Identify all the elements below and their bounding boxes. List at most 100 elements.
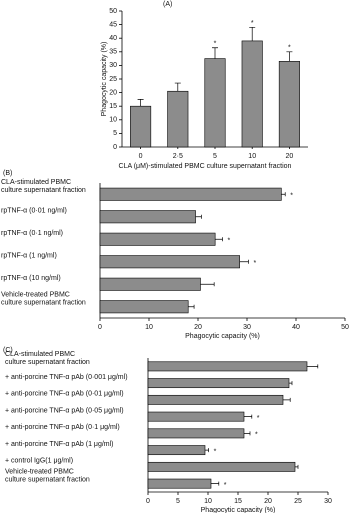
bar (278, 61, 300, 148)
category-label: + anti-porcine TNF-α pAb (0·05 μg/ml) (5, 407, 124, 414)
x-tick-label: 5 (213, 153, 217, 160)
y-tick-label: 35 (109, 49, 117, 56)
bar (241, 40, 263, 148)
x-tick-label: 20 (194, 324, 202, 331)
error-bar (307, 364, 319, 369)
error-bar (244, 414, 253, 419)
x-tick-label: 5 (176, 498, 180, 505)
x-tick-label: 25 (294, 498, 302, 505)
category-label: culture supernatant fraction (1, 300, 86, 307)
bar (147, 428, 245, 439)
significance-marker: * (257, 415, 260, 422)
category-label: Vehicle-treated PBMC (1, 292, 70, 299)
y-tick-label: 45 (109, 21, 117, 28)
x-axis-title: Phagocytic capacity (%) (201, 507, 276, 513)
error-bar (249, 26, 256, 41)
significance-marker: * (251, 20, 254, 27)
error-bar (239, 259, 249, 264)
x-tick-label: 30 (324, 498, 332, 505)
category-label: + anti-porcine TNF-α pAb (1 μg/ml) (5, 441, 114, 448)
x-tick-label: 20 (264, 498, 272, 505)
bar (204, 58, 226, 148)
x-tick-label: 15 (234, 498, 242, 505)
bar (147, 378, 290, 389)
category-label: rpTNF-α (1 ng/ml) (1, 253, 57, 260)
y-tick-label: 5 (113, 130, 117, 137)
category-label: rpTNF-α (0·1 ng/ml) (1, 230, 63, 237)
error-bar (286, 51, 293, 62)
category-label: culture supernatant fraction (5, 476, 90, 483)
error-bar (137, 99, 144, 107)
bar (99, 210, 196, 224)
y-tick-label: 20 (109, 89, 117, 96)
y-tick-label: 0 (113, 144, 117, 151)
x-axis-title: Phagocytic capacity (%) (185, 333, 260, 340)
error-bar (281, 192, 286, 197)
x-tick-label: 10 (248, 153, 256, 160)
category-label: + anti-porcine TNF-α pAb (0·001 μg/ml) (5, 374, 128, 381)
y-tick-label: 10 (109, 117, 117, 124)
bar (99, 187, 282, 201)
x-tick-label: 0 (146, 498, 150, 505)
x-tick-label: 10 (145, 324, 153, 331)
x-tick-label: 0 (139, 153, 143, 160)
bar (147, 411, 245, 422)
panel: (B)0 10 20 30 40 50*CLA-stimulated PBMCcultur… (1, 170, 349, 340)
significance-marker: * (288, 45, 291, 52)
bar (99, 232, 216, 246)
significance-marker: * (228, 238, 231, 245)
error-bar (215, 237, 223, 242)
y-tick-label: 25 (109, 76, 117, 83)
bar (147, 461, 296, 472)
bar (130, 105, 152, 148)
significance-marker: * (214, 448, 217, 455)
category-label: culture supernatant fraction (5, 359, 90, 366)
x-tick-label: 30 (243, 324, 251, 331)
error-bar (244, 431, 251, 436)
bar (147, 478, 212, 489)
x-tick-label: 2·5 (173, 153, 183, 160)
bar (99, 255, 240, 269)
bar (99, 300, 189, 314)
y-axis-title: Phagocytic capacity (%) (101, 42, 108, 117)
x-tick-label: 40 (292, 324, 300, 331)
category-label: culture supernatant fraction (1, 187, 86, 194)
panel-label: (C) (3, 347, 13, 354)
category-label: rpTNF-α (10 ng/ml) (1, 275, 61, 282)
category-label: + anti-porcine TNF-α pAb (0·1 μg/ml) (5, 424, 120, 431)
category-label: + anti-porcine TNF-α pAb (0·01 μg/ml) (5, 391, 124, 398)
significance-marker: * (290, 193, 293, 200)
error-bar (174, 82, 181, 92)
error-bar (283, 397, 291, 402)
y-tick-label: 40 (109, 35, 117, 42)
error-bar (211, 481, 220, 486)
y-tick-label: 15 (109, 103, 117, 110)
category-label: rpTNF-α (0·01 ng/ml) (1, 208, 67, 215)
category-label: + control IgG(1 μg/ml) (5, 458, 73, 465)
x-axis-title: CLA (μM)-stimulated PBMC culture superna… (119, 163, 292, 170)
error-bar (195, 214, 202, 219)
y-tick-label: 30 (109, 62, 117, 69)
panel-label: (A) (163, 1, 172, 8)
error-bar (295, 464, 299, 469)
significance-marker: * (253, 260, 256, 267)
bar (99, 277, 201, 291)
bar (147, 445, 206, 456)
error-bar (289, 381, 293, 386)
x-tick-label: 10 (204, 498, 212, 505)
bar (167, 90, 189, 148)
category-label: CLA-stimulated PBMC (5, 351, 75, 358)
error-bar (188, 304, 195, 309)
category-label: Vehicle-treated PBMC (5, 468, 74, 475)
y-tick-label: 50 (109, 8, 117, 15)
bar (147, 361, 308, 372)
category-label: CLA-stimulated PBMC (1, 179, 71, 186)
significance-marker: * (214, 41, 217, 48)
bar (147, 394, 284, 405)
error-bar (212, 47, 218, 59)
error-bar (200, 282, 215, 287)
panel-label: (B) (3, 170, 12, 177)
